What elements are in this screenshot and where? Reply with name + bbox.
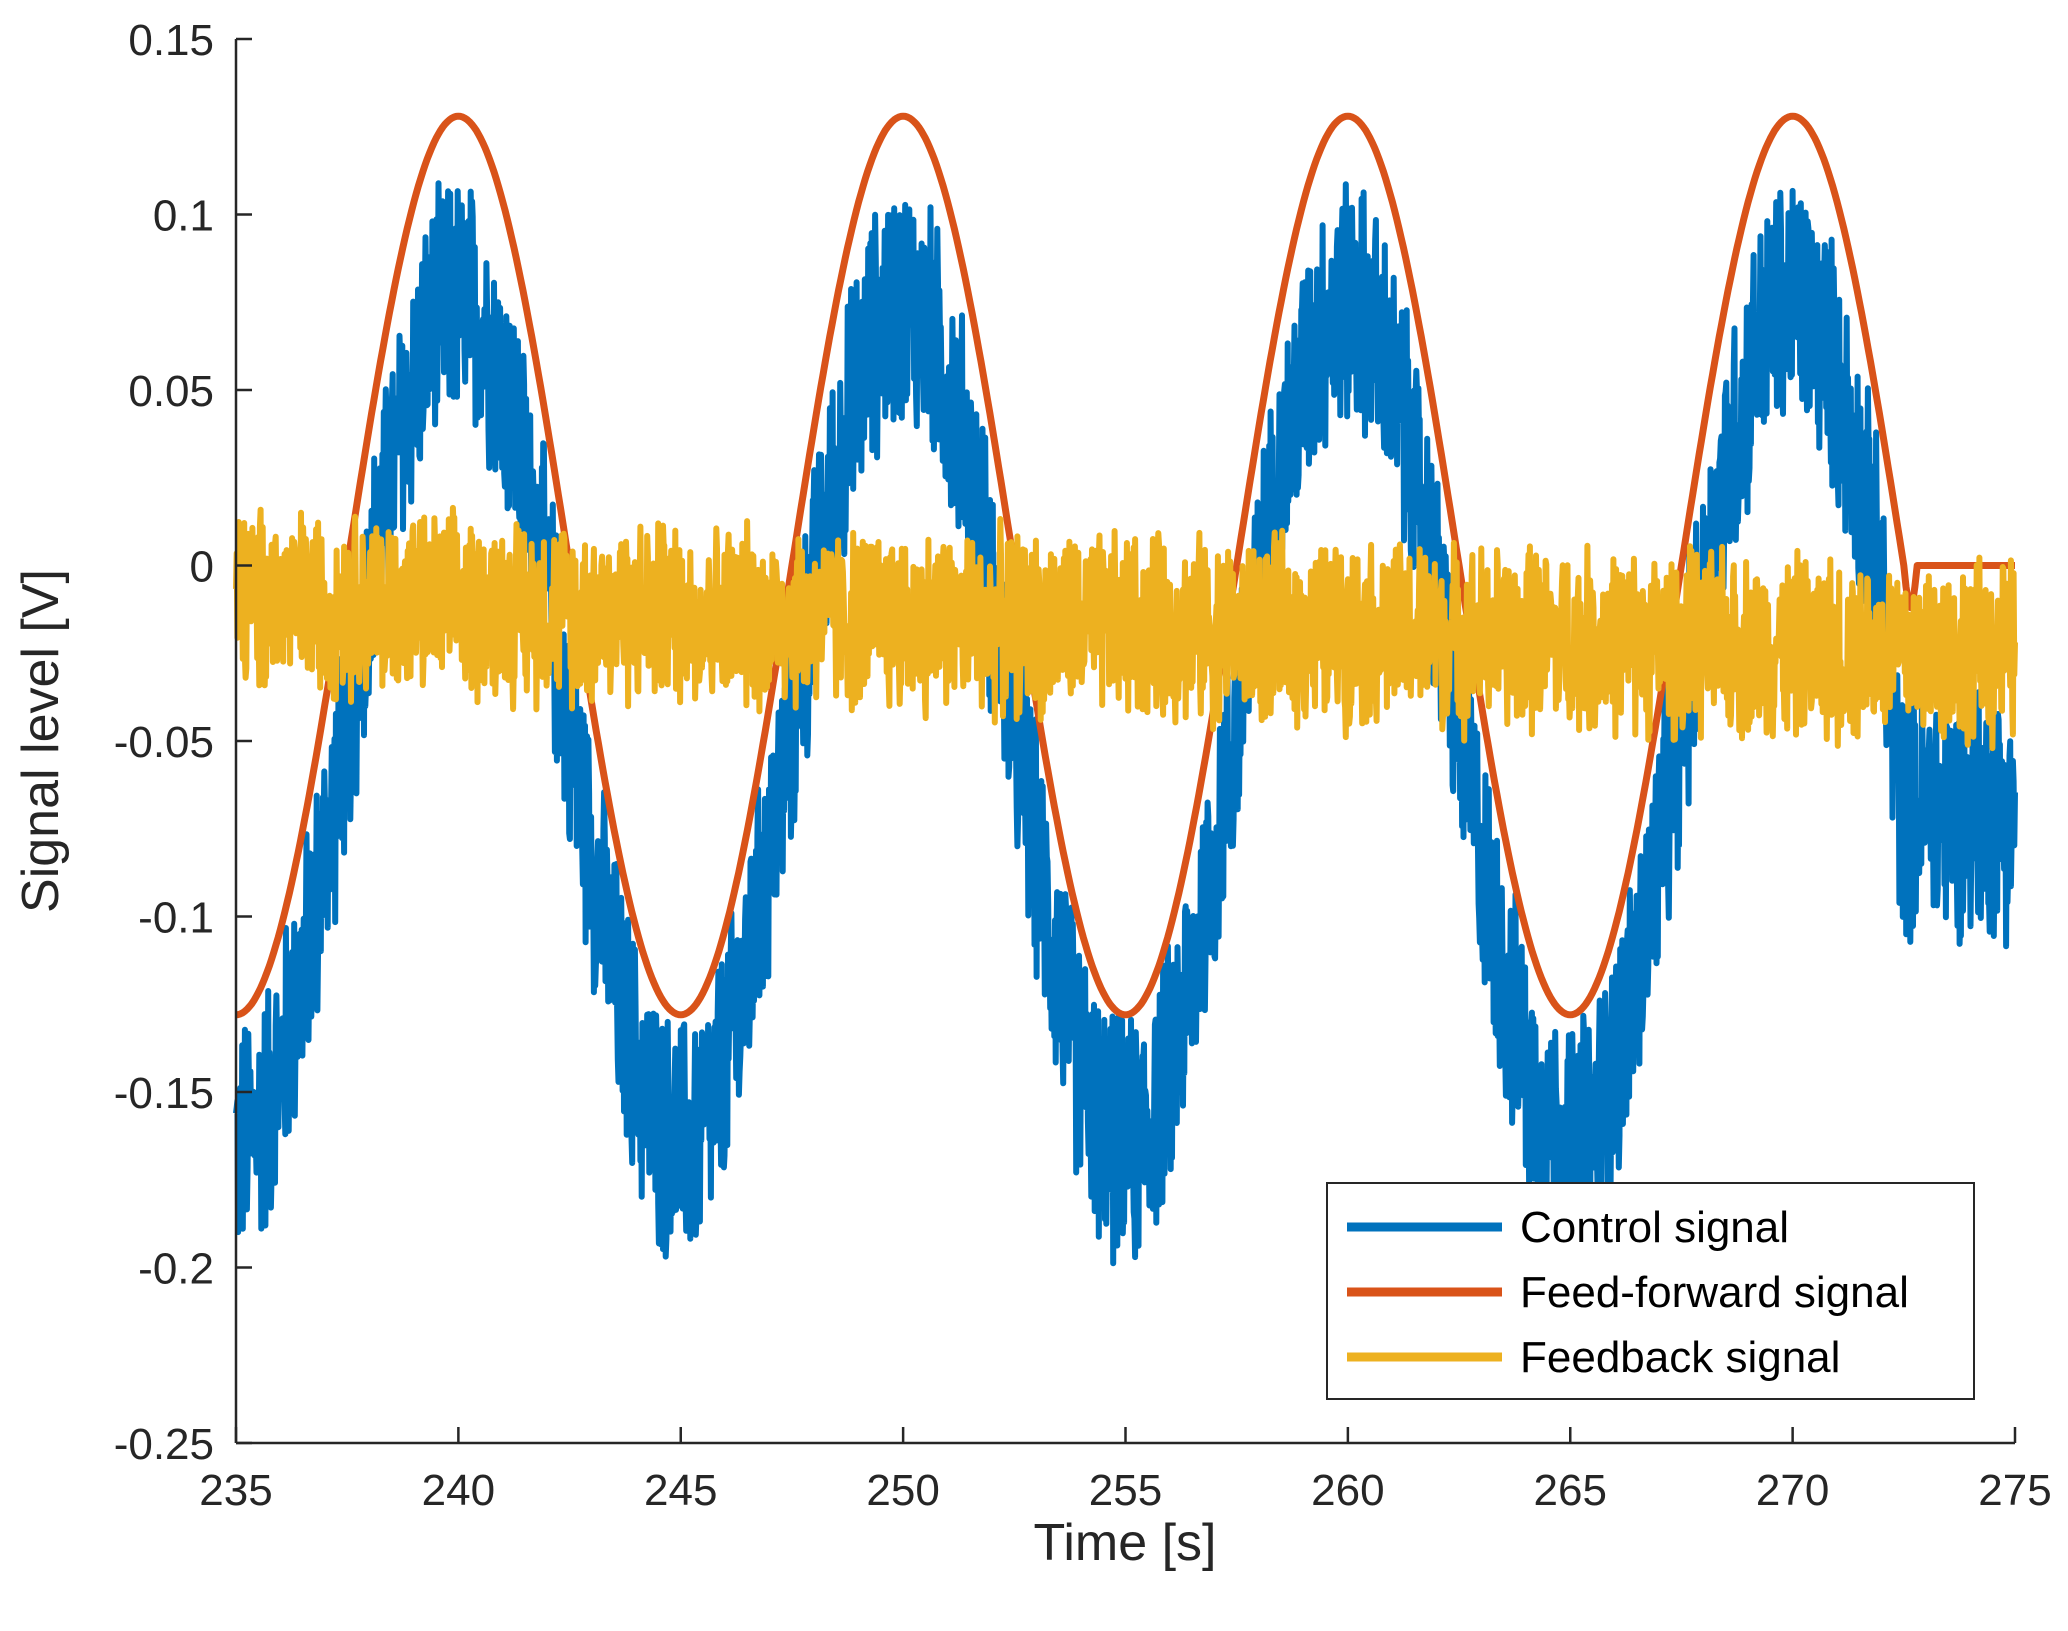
x-tick-label: 275 <box>1978 1466 2051 1515</box>
x-tick-label: 235 <box>199 1466 272 1515</box>
y-tick-label: 0.05 <box>128 367 214 416</box>
x-tick-label: 260 <box>1311 1466 1384 1515</box>
y-tick-label: -0.1 <box>138 894 214 943</box>
x-axis-title: Time [s] <box>1034 1514 1217 1572</box>
y-tick-label: -0.15 <box>114 1069 214 1118</box>
x-tick-label: 240 <box>422 1466 495 1515</box>
x-tick-label: 255 <box>1089 1466 1162 1515</box>
y-axis-title: Signal level [V] <box>12 569 70 913</box>
y-ticks: -0.25 -0.2 -0.15 -0.1 -0.05 0 0.05 0.1 0.15 <box>114 16 252 1469</box>
x-ticks: 235 240 245 250 255 260 265 270 275 <box>199 1427 2052 1515</box>
y-tick-label: 0.15 <box>128 16 214 65</box>
legend-label-control: Control signal <box>1520 1203 1789 1252</box>
y-tick-label: -0.2 <box>138 1245 214 1294</box>
series-feedforward-signal <box>234 112 2017 1019</box>
legend: Control signal Feed-forward signal Feedb… <box>1326 1182 1975 1400</box>
x-tick-label: 265 <box>1534 1466 1607 1515</box>
y-tick-label: -0.25 <box>114 1420 214 1469</box>
y-tick-label: 0 <box>190 543 214 592</box>
y-tick-label: 0.1 <box>153 192 214 241</box>
x-tick-label: 250 <box>866 1466 939 1515</box>
legend-label-feedforward: Feed-forward signal <box>1520 1268 1909 1317</box>
y-tick-label: -0.05 <box>114 718 214 767</box>
x-tick-label: 270 <box>1756 1466 1829 1515</box>
x-tick-label: 245 <box>644 1466 717 1515</box>
legend-label-feedback: Feedback signal <box>1520 1333 1840 1382</box>
series-feedback-signal <box>233 504 2018 752</box>
series-layer <box>233 112 2018 1278</box>
